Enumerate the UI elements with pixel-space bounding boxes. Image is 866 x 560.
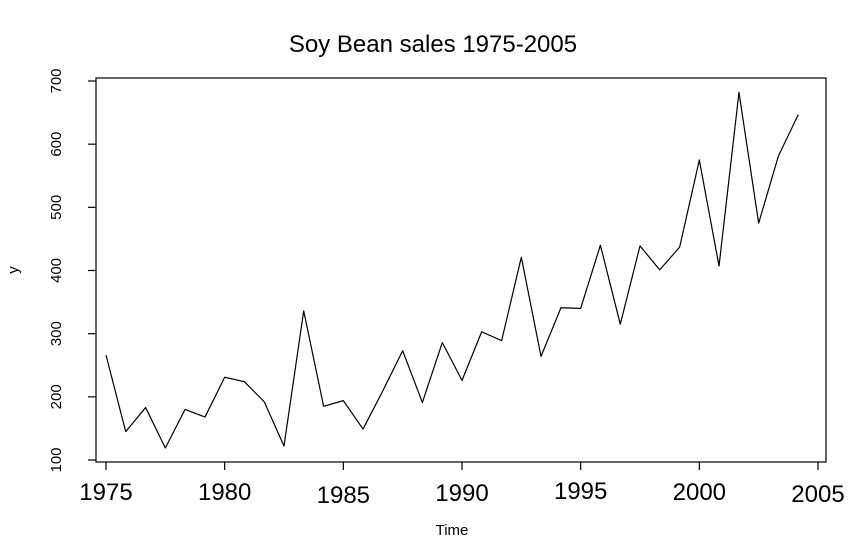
x-axis: 1975 1980 1985 1990 1995 2000 2005 bbox=[79, 462, 845, 509]
x-tick-label: 2005 bbox=[791, 481, 844, 508]
x-tick-label: 1995 bbox=[554, 478, 607, 505]
x-tick-label: 1990 bbox=[435, 480, 488, 507]
series-line-0 bbox=[105, 91, 799, 449]
y-tick-label: 300 bbox=[48, 321, 65, 346]
x-tick-label: 2000 bbox=[673, 479, 726, 506]
x-tick-label: 1985 bbox=[317, 482, 370, 509]
y-tick-label: 700 bbox=[48, 68, 65, 93]
y-tick-label: 600 bbox=[48, 132, 65, 157]
y-tick-label: 100 bbox=[48, 447, 65, 472]
x-tick-label: 1980 bbox=[198, 479, 251, 506]
x-axis-label: Time bbox=[436, 522, 469, 539]
series-layer bbox=[105, 91, 799, 449]
chart-title: Soy Bean sales 1975-2005 bbox=[289, 31, 577, 58]
y-axis-label: y bbox=[5, 266, 22, 274]
y-tick-label: 400 bbox=[48, 258, 65, 283]
x-tick-label: 1975 bbox=[79, 479, 132, 506]
plot-frame bbox=[95, 77, 827, 463]
y-axis: 100 200 300 400 500 600 700 bbox=[48, 68, 96, 473]
y-tick-label: 200 bbox=[48, 384, 65, 409]
y-tick-label: 500 bbox=[48, 195, 65, 220]
